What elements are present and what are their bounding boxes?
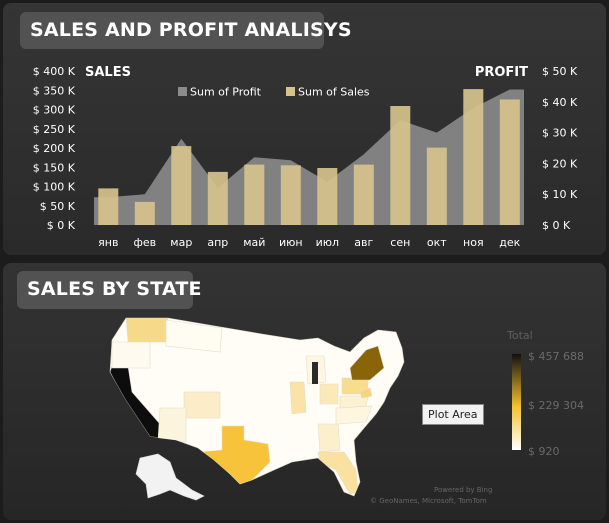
left-tick-label: $ 250 K <box>33 123 76 136</box>
x-tick-label: май <box>243 236 265 249</box>
sales-bar-2[interactable] <box>134 201 155 225</box>
us-mainland[interactable] <box>109 317 405 497</box>
x-tick-label: авг <box>354 236 373 249</box>
x-tick-label: дек <box>499 236 520 249</box>
sales-bar-11[interactable] <box>463 89 484 225</box>
sales-by-state-title: SALES BY STATE <box>17 271 202 309</box>
sales-bar-6[interactable] <box>280 165 301 225</box>
left-tick-label: $ 100 K <box>33 181 76 194</box>
profit-area-series[interactable] <box>94 89 524 226</box>
legend-max-label: $ 457 688 <box>528 350 584 363</box>
left-tick-label: $ 200 K <box>33 142 76 155</box>
map-copyright-label: © GeoNames, Microsoft, TomTom <box>370 497 487 505</box>
state-washington-oregon-border <box>111 341 151 369</box>
right-tick-label: $ 30 K <box>542 127 578 140</box>
plot-area-tooltip: Plot Area <box>422 404 484 425</box>
legend-swatch-sales <box>286 87 295 96</box>
state-virginia[interactable] <box>339 395 369 409</box>
left-axis: $ 0 K $ 50 K $ 100 K $ 150 K $ 200 K $ 250 K $… <box>33 65 76 232</box>
state-new-york[interactable] <box>349 345 385 381</box>
legend-swatch-profit <box>178 87 187 96</box>
left-axis-title: SALES <box>85 65 131 80</box>
sales-profit-title: SALES AND PROFIT ANALISYS <box>20 12 352 49</box>
left-tick-label: $ 150 K <box>33 161 76 174</box>
left-tick-label: $ 400 K <box>33 65 76 78</box>
left-tick-label: $ 0 K <box>47 219 76 232</box>
x-tick-label: мар <box>170 236 192 249</box>
x-tick-label: апр <box>207 236 228 249</box>
chart-legend[interactable]: Sum of Profit Sum of Sales <box>178 86 370 99</box>
color-legend-ramp <box>512 354 521 450</box>
sales-bar-4[interactable] <box>207 171 228 225</box>
x-tick-label: янв <box>98 236 118 249</box>
state-colorado[interactable] <box>183 391 221 419</box>
state-washington[interactable] <box>125 318 169 343</box>
right-axis-title: PROFIT <box>475 65 528 80</box>
sales-profit-chart[interactable]: $ 0 K $ 50 K $ 100 K $ 150 K $ 200 K $ 250 K $… <box>0 0 609 260</box>
state-illinois[interactable] <box>289 381 307 415</box>
right-tick-label: $ 10 K <box>542 188 578 201</box>
left-tick-label: $ 300 K <box>33 104 76 117</box>
legend-mid-label: $ 229 304 <box>528 399 584 412</box>
state-montana[interactable] <box>165 319 223 353</box>
right-tick-label: $ 0 K <box>542 219 571 232</box>
state-ohio[interactable] <box>319 383 339 405</box>
sales-bar-5[interactable] <box>244 164 265 225</box>
sales-bar-1[interactable] <box>98 188 119 225</box>
sales-bar-7[interactable] <box>317 168 338 225</box>
state-texas[interactable] <box>199 425 271 485</box>
legend-title: Total <box>507 329 533 342</box>
sales-bar-12[interactable] <box>499 99 520 226</box>
x-tick-label: фев <box>133 236 156 249</box>
right-tick-label: $ 50 K <box>542 65 578 78</box>
legend-label-profit: Sum of Profit <box>190 86 262 99</box>
state-georgia[interactable] <box>317 423 341 453</box>
sales-bar-series[interactable] <box>98 89 520 225</box>
state-alaska[interactable] <box>135 453 205 501</box>
x-axis: янв фев мар апр май июн июл авг сен окт ноя дек <box>98 236 521 249</box>
state-washington-dc-area[interactable] <box>359 387 373 399</box>
sales-bar-8[interactable] <box>353 164 374 225</box>
sales-bar-3[interactable] <box>171 146 192 225</box>
right-axis: $ 0 K $ 10 K $ 20 K $ 30 K $ 40 K $ 50 K <box>542 65 578 232</box>
sales-bar-9[interactable] <box>390 106 411 225</box>
x-tick-label: июл <box>316 236 339 249</box>
right-tick-label: $ 20 K <box>542 157 578 170</box>
x-tick-label: ноя <box>463 236 484 249</box>
sales-bar-10[interactable] <box>426 147 447 225</box>
state-arizona[interactable] <box>157 407 187 443</box>
left-tick-label: $ 50 K <box>40 200 76 213</box>
right-tick-label: $ 40 K <box>542 96 578 109</box>
left-tick-label: $ 350 K <box>33 84 76 97</box>
profit-area[interactable] <box>94 89 524 226</box>
legend-min-label: $ 920 <box>528 445 560 458</box>
powered-by-bing-label: Powered by Bing <box>434 486 493 494</box>
x-tick-label: июн <box>279 236 303 249</box>
x-tick-label: сен <box>390 236 410 249</box>
legend-label-sales: Sum of Sales <box>298 86 370 99</box>
x-tick-label: окт <box>427 236 447 249</box>
lake-michigan <box>312 362 318 384</box>
